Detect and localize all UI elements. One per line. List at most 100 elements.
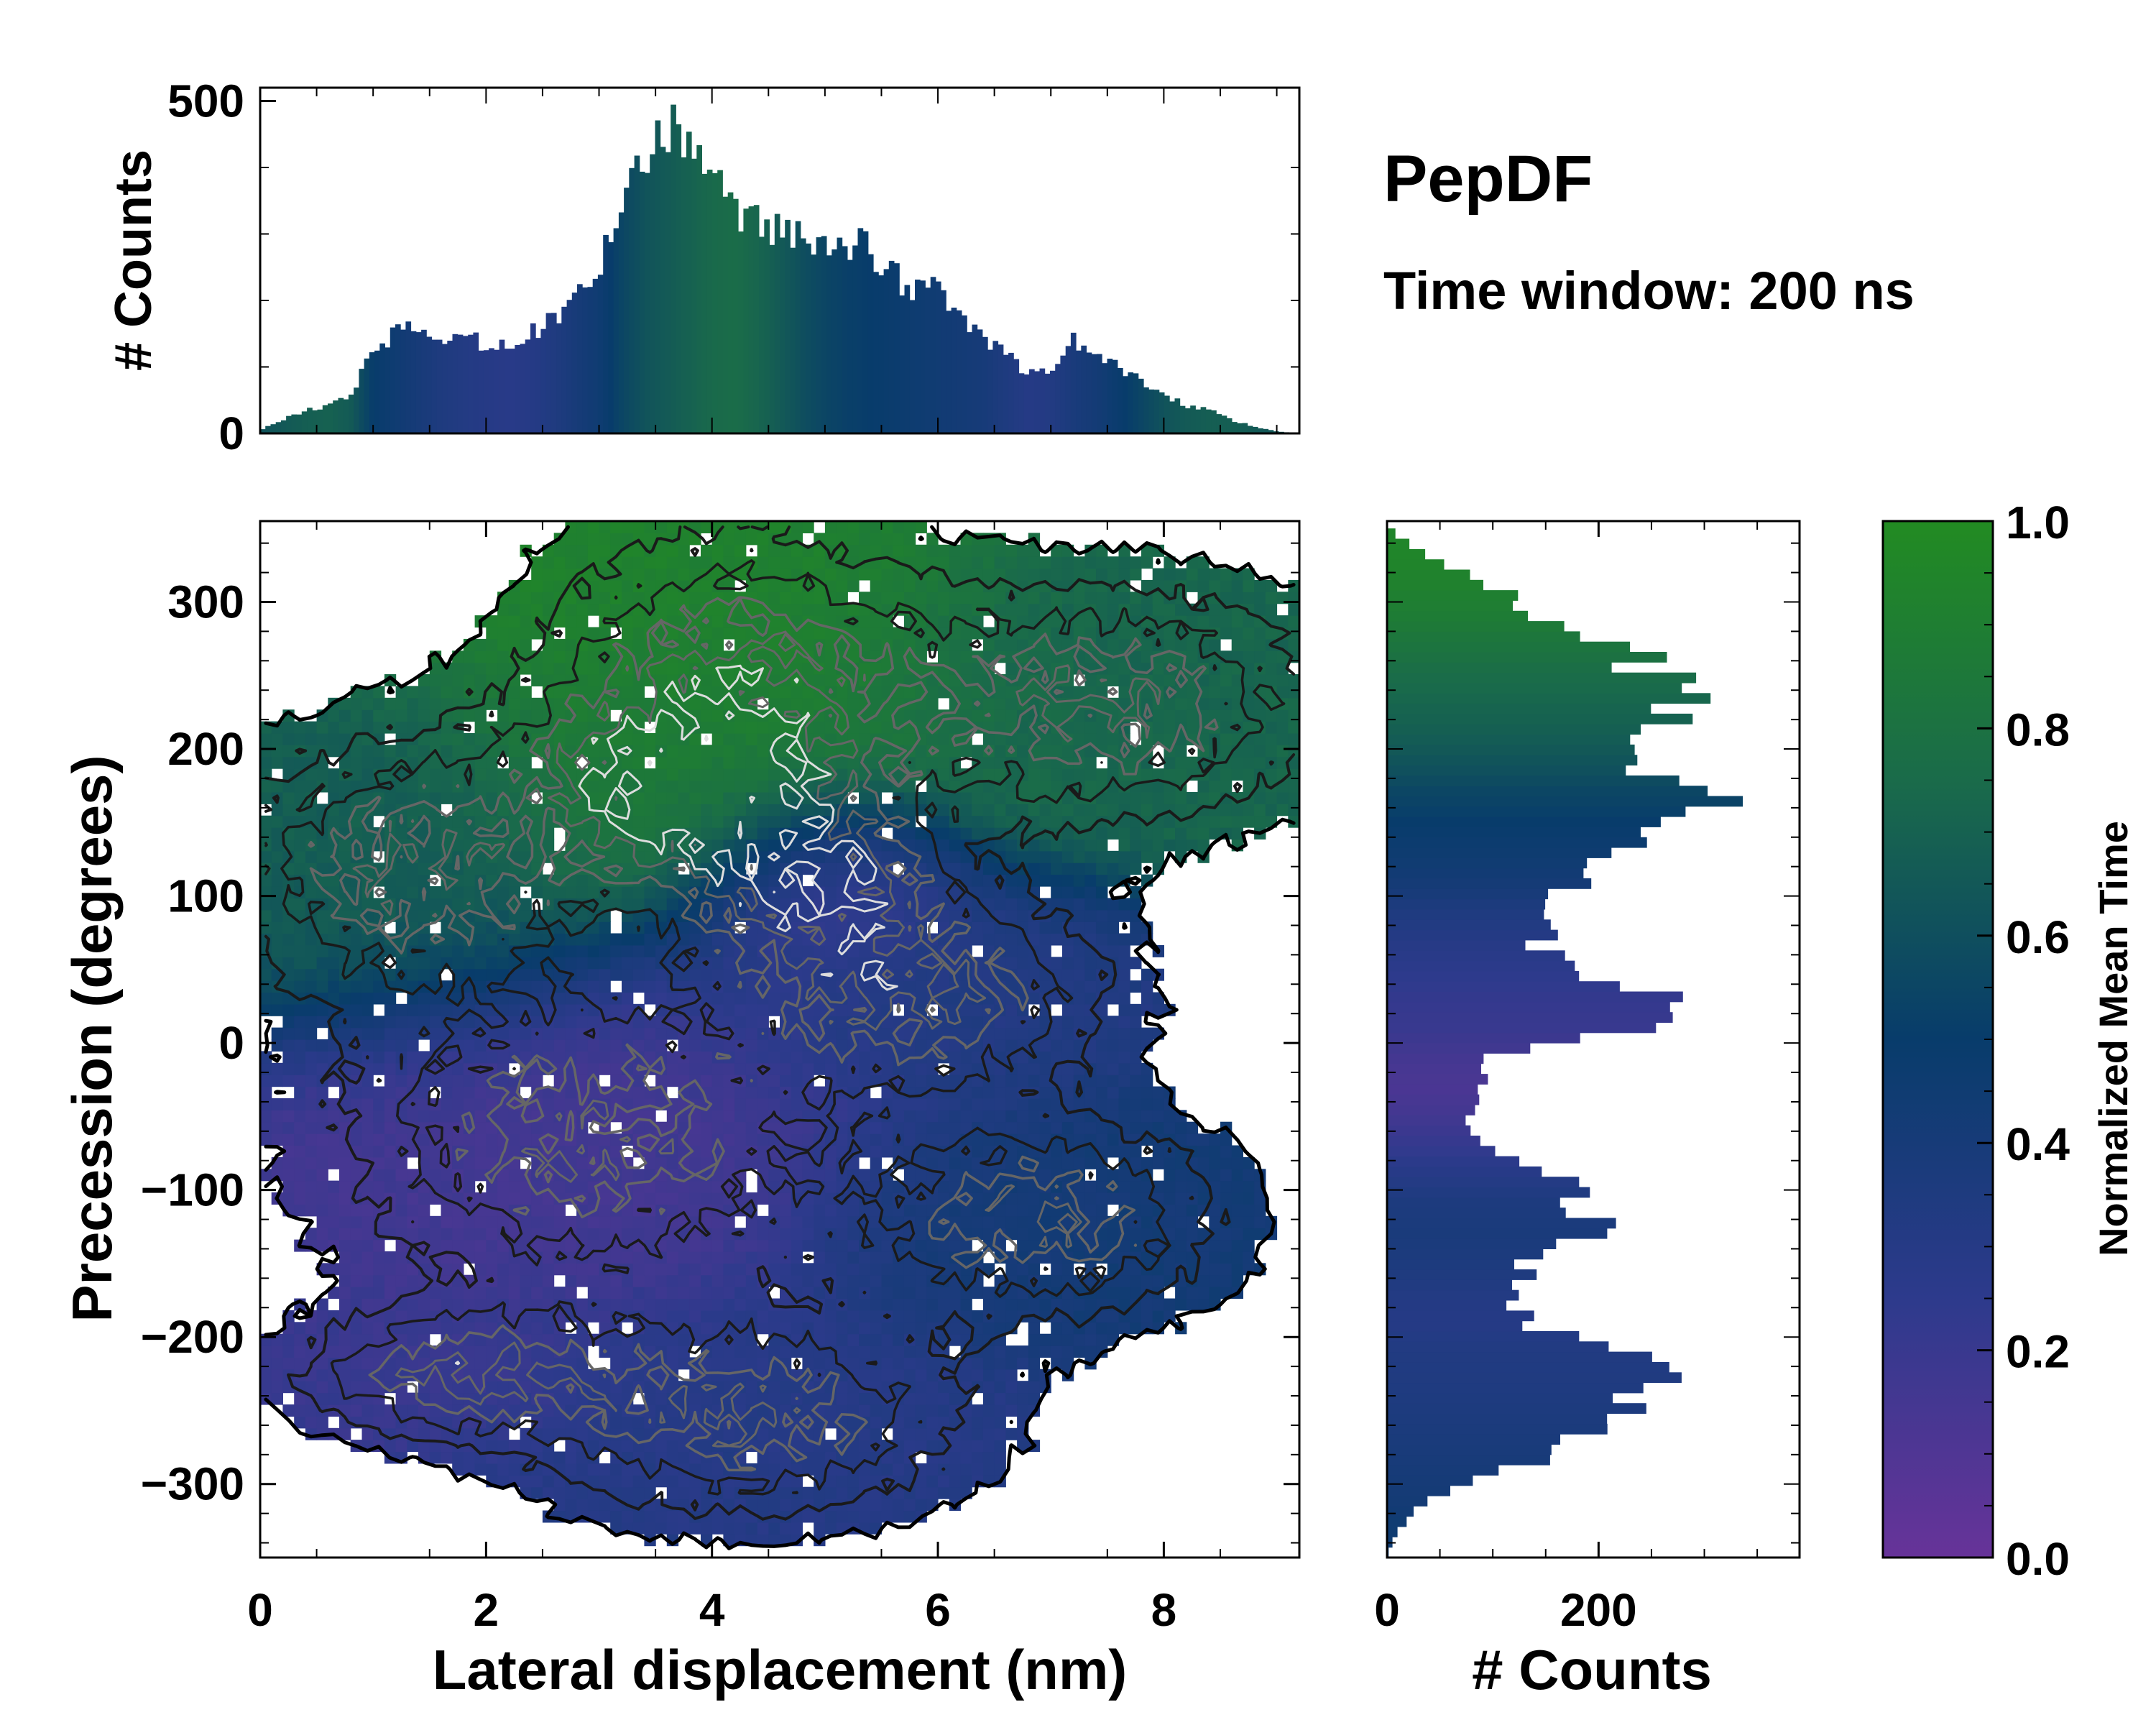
heatmap-cell	[1005, 1263, 1018, 1276]
heatmap-cell	[757, 1346, 769, 1358]
heatmap-cell	[745, 992, 758, 1005]
heatmap-cell	[666, 1204, 679, 1217]
heatmap-cell	[745, 1357, 758, 1370]
heatmap-cell	[271, 898, 283, 911]
heatmap-cell	[486, 1051, 498, 1064]
heatmap-cell	[1028, 1298, 1041, 1311]
heatmap-cell	[915, 980, 927, 993]
heatmap-cell	[960, 1239, 972, 1252]
heatmap-cell	[384, 1145, 397, 1158]
heatmap-cell	[666, 1192, 679, 1205]
heatmap-cell	[1051, 1298, 1063, 1311]
top-histogram-bar	[732, 198, 739, 433]
heatmap-cell	[553, 1121, 566, 1134]
heatmap-cell	[644, 957, 656, 970]
top-histogram-bar	[545, 313, 552, 433]
heatmap-cell	[1096, 1098, 1108, 1110]
heatmap-cell	[678, 1346, 690, 1358]
heatmap-cell	[418, 957, 430, 970]
heatmap-cell	[689, 1133, 701, 1146]
heatmap-cell	[678, 1180, 690, 1193]
heatmap-cell	[587, 1215, 600, 1228]
heatmap-cell	[723, 944, 735, 957]
heatmap-cell	[599, 1463, 611, 1476]
top-histogram-bar	[301, 411, 308, 433]
heatmap-cell	[701, 1051, 713, 1064]
heatmap-cell	[1096, 1310, 1108, 1322]
heatmap-cell	[565, 1499, 577, 1512]
heatmap-cell	[553, 933, 566, 946]
heatmap-cell	[1243, 815, 1255, 828]
heatmap-cell	[1028, 1357, 1041, 1370]
heatmap-cell	[960, 1003, 972, 1016]
heatmap-cell	[497, 944, 510, 957]
heatmap-cell	[542, 1333, 555, 1346]
heatmap-cell	[960, 1215, 972, 1228]
heatmap-cell	[1107, 1145, 1120, 1158]
heatmap-cell	[711, 815, 724, 828]
heatmap-cell	[395, 1156, 407, 1169]
top-histogram-bar	[1164, 395, 1170, 433]
heatmap-cell	[1220, 1145, 1233, 1158]
heatmap-cell	[553, 1333, 566, 1346]
heatmap-cell	[994, 1086, 1006, 1099]
heatmap-cell	[1130, 791, 1142, 804]
heatmap-cell	[1209, 1263, 1221, 1276]
heatmap-cell	[361, 1098, 374, 1110]
heatmap-cell	[339, 1251, 351, 1264]
top-histogram-bar	[354, 387, 359, 433]
heatmap-cell	[610, 1287, 622, 1300]
heatmap-cell	[452, 1062, 464, 1075]
top-histogram-bar	[1179, 405, 1186, 433]
heatmap-cell	[622, 980, 634, 993]
top-histogram-bar	[1060, 355, 1067, 433]
heatmap-cell	[982, 862, 995, 875]
heatmap-cell	[474, 1215, 487, 1228]
heatmap-cell	[678, 839, 690, 852]
heatmap-cell	[982, 1451, 995, 1464]
heatmap-cell	[316, 1110, 328, 1123]
heatmap-cell	[768, 862, 780, 875]
heatmap-cell	[666, 1368, 679, 1381]
heatmap-cell	[350, 968, 362, 981]
heatmap-cell	[463, 1463, 476, 1476]
heatmap-cell	[305, 1003, 318, 1016]
top-histogram-bar	[982, 336, 988, 433]
heatmap-cell	[1028, 1121, 1041, 1134]
heatmap-cell	[305, 850, 318, 863]
heatmap-cell	[701, 968, 713, 981]
heatmap-cell	[701, 1322, 713, 1335]
heatmap-cell	[678, 1287, 690, 1300]
heatmap-cell	[1005, 1357, 1018, 1370]
heatmap-cell	[1130, 1192, 1142, 1205]
heatmap-cell	[474, 980, 487, 993]
heatmap-cell	[316, 1392, 328, 1405]
heatmap-cell	[949, 1322, 962, 1335]
heatmap-cell	[622, 1333, 634, 1346]
heatmap-cell	[960, 1062, 972, 1075]
heatmap-cell	[655, 1215, 668, 1228]
heatmap-cell	[576, 968, 589, 981]
heatmap-cell	[938, 1251, 950, 1264]
heatmap-cell	[373, 1251, 385, 1264]
heatmap-cell	[576, 886, 589, 898]
heatmap-cell	[553, 1051, 566, 1064]
heatmap-cell	[893, 1357, 905, 1370]
top-histogram-bar	[894, 263, 900, 433]
heatmap-cell	[768, 992, 780, 1005]
heatmap-cell	[972, 1287, 984, 1300]
heatmap-cell	[508, 1003, 521, 1016]
heatmap-cell	[711, 1215, 724, 1228]
heatmap-cell	[644, 1440, 656, 1453]
heatmap-cell	[734, 804, 747, 816]
heatmap-cell	[565, 1287, 577, 1300]
heatmap-cell	[689, 815, 701, 828]
heatmap-cell	[1175, 804, 1187, 816]
heatmap-cell	[1096, 1003, 1108, 1016]
heatmap-cell	[994, 1381, 1006, 1394]
heatmap-cell	[814, 1062, 826, 1075]
heatmap-cell	[463, 1039, 476, 1052]
heatmap-cell	[1107, 804, 1120, 816]
heatmap-cell	[836, 1039, 848, 1052]
heatmap-cell	[1220, 1180, 1233, 1193]
